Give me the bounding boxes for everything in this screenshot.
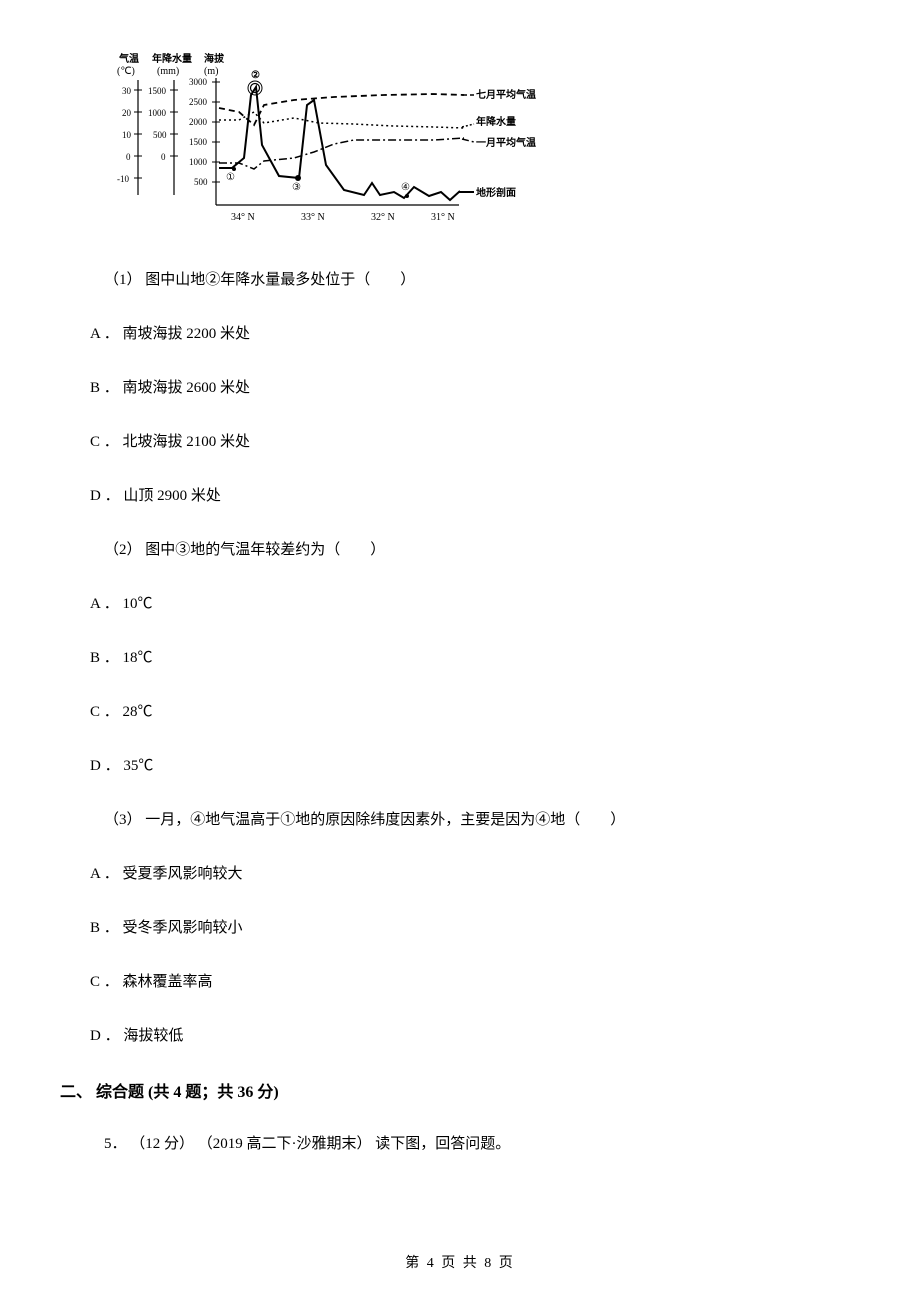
axis-label-precip: 年降水量 (152, 52, 192, 65)
elev-tick-1500: 1500 (189, 137, 208, 147)
axis-unit-elev: (m) (204, 66, 218, 77)
marker-1-dot (232, 167, 236, 171)
q3-option-a: A ． 受夏季风影响较大 (90, 862, 830, 886)
precip-tick-0: 0 (161, 152, 166, 162)
axis-label-elev: 海拔 (204, 52, 225, 65)
q2-prompt: （2） 图中③地的气温年较差约为（ ） (104, 538, 830, 562)
marker-1: ① (226, 172, 235, 183)
temp-tick-10: 10 (122, 130, 132, 140)
precip-tick-500: 500 (153, 130, 167, 140)
xtick-34: 34° N (231, 212, 255, 223)
temp-tick-30: 30 (122, 86, 132, 96)
q3-prompt: （3） 一月，④地气温高于①地的原因除纬度因素外，主要是因为④地（ ） (104, 808, 830, 832)
precip-tick-1000: 1000 (148, 108, 167, 118)
q3-option-c: C ． 森林覆盖率高 (90, 970, 830, 994)
chart-svg: 气温 年降水量 海拔 (℃) (mm) (m) 30 20 10 0 -10 1… (104, 50, 544, 240)
marker-2: ② (251, 70, 260, 81)
q1-option-d: D ． 山顶 2900 米处 (90, 484, 830, 508)
elev-tick-500: 500 (194, 177, 208, 187)
line-terrain (219, 87, 460, 200)
q1-option-a: A ． 南坡海拔 2200 米处 (90, 322, 830, 346)
line-january (219, 138, 464, 169)
temp-tick-n10: -10 (117, 174, 129, 184)
q5-prompt: 5． （12 分） （2019 高二下·沙雅期末） 读下图，回答问题。 (104, 1132, 830, 1156)
page-footer: 第 4 页 共 8 页 (0, 1252, 920, 1272)
elev-tick-3000: 3000 (189, 77, 208, 87)
elev-tick-2500: 2500 (189, 97, 208, 107)
xtick-32: 32° N (371, 212, 395, 223)
marker-4: ④ (401, 182, 410, 193)
legend-july: 七月平均气温 (476, 88, 536, 101)
axis-label-temp: 气温 (118, 52, 139, 65)
marker-3: ③ (292, 182, 301, 193)
legend-precip: 年降水量 (476, 115, 516, 128)
q1-option-b: B ． 南坡海拔 2600 米处 (90, 376, 830, 400)
climate-chart: 气温 年降水量 海拔 (℃) (mm) (m) 30 20 10 0 -10 1… (104, 50, 544, 240)
axis-unit-temp: (℃) (117, 66, 135, 77)
elev-tick-2000: 2000 (189, 117, 208, 127)
xtick-33: 33° N (301, 212, 325, 223)
temp-tick-20: 20 (122, 108, 132, 118)
axis-unit-precip: (mm) (157, 66, 179, 77)
section-2-header: 二、 综合题 (共 4 题；共 36 分) (60, 1078, 830, 1102)
q2-option-b: B ． 18℃ (90, 646, 830, 670)
q1-prompt: （1） 图中山地②年降水量最多处位于（ ） (104, 268, 830, 292)
elev-tick-1000: 1000 (189, 157, 208, 167)
marker-3-dot (295, 175, 301, 181)
q1-option-c: C ． 北坡海拔 2100 米处 (90, 430, 830, 454)
q2-option-a: A ． 10℃ (90, 592, 830, 616)
xtick-31: 31° N (431, 212, 455, 223)
q2-option-d: D ． 35℃ (90, 754, 830, 778)
legend-january: 一月平均气温 (476, 136, 536, 149)
legend-terrain: 地形剖面 (476, 186, 516, 199)
q2-option-c: C ． 28℃ (90, 700, 830, 724)
q3-option-b: B ． 受冬季风影响较小 (90, 916, 830, 940)
q3-option-d: D ． 海拔较低 (90, 1024, 830, 1048)
temp-tick-0: 0 (126, 152, 131, 162)
precip-tick-1500: 1500 (148, 86, 167, 96)
line-july (219, 94, 464, 125)
marker-4-dot (405, 194, 409, 198)
